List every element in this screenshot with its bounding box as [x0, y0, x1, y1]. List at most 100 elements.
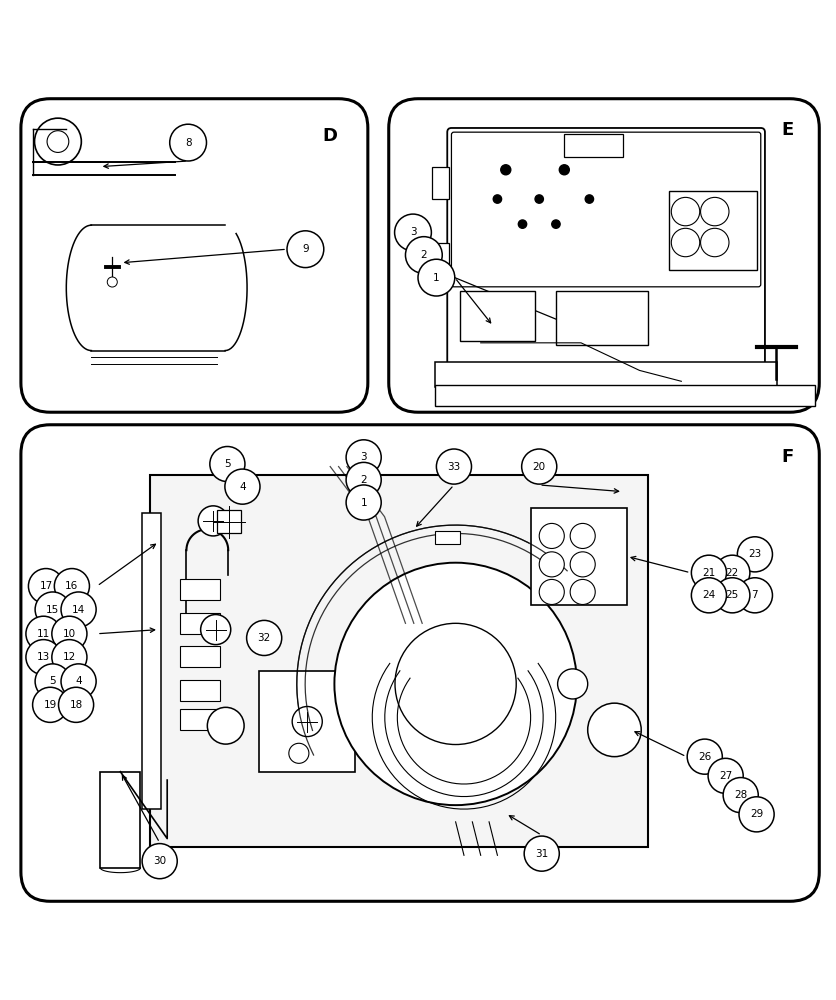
Text: 4: 4	[239, 482, 246, 492]
Circle shape	[552, 220, 560, 228]
Circle shape	[570, 523, 595, 548]
Bar	[432, 243, 449, 274]
Circle shape	[691, 578, 726, 613]
Bar	[150, 475, 648, 847]
Text: 17: 17	[39, 581, 53, 591]
Text: 7: 7	[752, 590, 758, 600]
Circle shape	[26, 616, 61, 651]
Circle shape	[287, 231, 324, 268]
Bar	[432, 167, 449, 199]
Bar	[669, 191, 757, 270]
Circle shape	[289, 743, 309, 763]
Bar	[180, 579, 220, 600]
Text: 3: 3	[360, 452, 367, 462]
Circle shape	[26, 640, 61, 675]
Text: 28: 28	[734, 790, 747, 800]
Circle shape	[539, 523, 564, 548]
Circle shape	[47, 131, 69, 152]
Circle shape	[334, 563, 577, 805]
Circle shape	[671, 228, 700, 257]
FancyBboxPatch shape	[447, 128, 765, 366]
Text: 1: 1	[433, 273, 440, 283]
Bar	[180, 709, 222, 730]
Circle shape	[33, 687, 68, 722]
Circle shape	[737, 578, 772, 613]
Bar	[180, 646, 220, 667]
Circle shape	[558, 669, 588, 699]
Circle shape	[559, 165, 569, 175]
Circle shape	[522, 449, 557, 484]
Circle shape	[570, 552, 595, 577]
Text: 14: 14	[72, 605, 85, 615]
Circle shape	[346, 440, 381, 475]
Bar	[142, 513, 161, 809]
Text: 2: 2	[360, 475, 367, 485]
Text: 21: 21	[702, 568, 716, 578]
Circle shape	[52, 616, 87, 651]
Text: 31: 31	[535, 849, 548, 859]
Circle shape	[207, 707, 244, 744]
Circle shape	[501, 165, 511, 175]
Text: 3: 3	[410, 227, 416, 237]
Circle shape	[201, 615, 231, 645]
Text: 16: 16	[65, 581, 79, 591]
Text: 19: 19	[43, 700, 57, 710]
Text: 30: 30	[153, 856, 166, 866]
Text: E: E	[782, 121, 793, 139]
Bar	[180, 680, 220, 701]
Circle shape	[395, 623, 516, 745]
Text: 1: 1	[360, 498, 367, 508]
Circle shape	[142, 844, 177, 879]
Text: 26: 26	[698, 752, 711, 762]
Bar	[564, 134, 623, 157]
Text: 27: 27	[719, 771, 732, 781]
Circle shape	[61, 592, 96, 627]
Circle shape	[28, 569, 64, 604]
Bar	[556, 291, 648, 345]
Text: 9: 9	[302, 244, 308, 254]
Circle shape	[35, 592, 70, 627]
Text: F: F	[782, 448, 793, 466]
Text: 10: 10	[63, 629, 76, 639]
FancyBboxPatch shape	[451, 132, 761, 287]
Circle shape	[687, 739, 722, 774]
Circle shape	[198, 506, 228, 536]
Text: 5: 5	[224, 459, 231, 469]
Text: 12: 12	[63, 652, 76, 662]
Circle shape	[418, 259, 455, 296]
Circle shape	[493, 195, 502, 203]
FancyBboxPatch shape	[21, 99, 368, 412]
Bar	[100, 772, 140, 868]
Bar	[435, 531, 460, 544]
Bar	[435, 385, 815, 406]
Circle shape	[293, 706, 323, 737]
Circle shape	[59, 687, 94, 722]
Bar	[217, 510, 241, 533]
Circle shape	[107, 277, 117, 287]
Circle shape	[708, 758, 743, 793]
Circle shape	[210, 446, 245, 482]
Circle shape	[395, 214, 431, 251]
Text: 29: 29	[750, 809, 763, 819]
Circle shape	[247, 620, 282, 655]
Text: D: D	[323, 127, 338, 145]
Circle shape	[405, 237, 442, 273]
Circle shape	[52, 640, 87, 675]
Bar	[435, 362, 777, 387]
Bar	[460, 291, 535, 341]
Circle shape	[539, 579, 564, 604]
Circle shape	[701, 228, 729, 257]
Circle shape	[524, 836, 559, 871]
Circle shape	[715, 578, 750, 613]
Circle shape	[539, 552, 564, 577]
Text: 5: 5	[49, 676, 56, 686]
Circle shape	[346, 485, 381, 520]
Text: 8: 8	[185, 138, 191, 148]
Text: 20: 20	[533, 462, 546, 472]
Bar	[531, 508, 627, 604]
Circle shape	[585, 195, 594, 203]
Circle shape	[701, 197, 729, 226]
Text: 33: 33	[447, 462, 461, 472]
Circle shape	[535, 195, 543, 203]
Text: 2: 2	[421, 250, 427, 260]
